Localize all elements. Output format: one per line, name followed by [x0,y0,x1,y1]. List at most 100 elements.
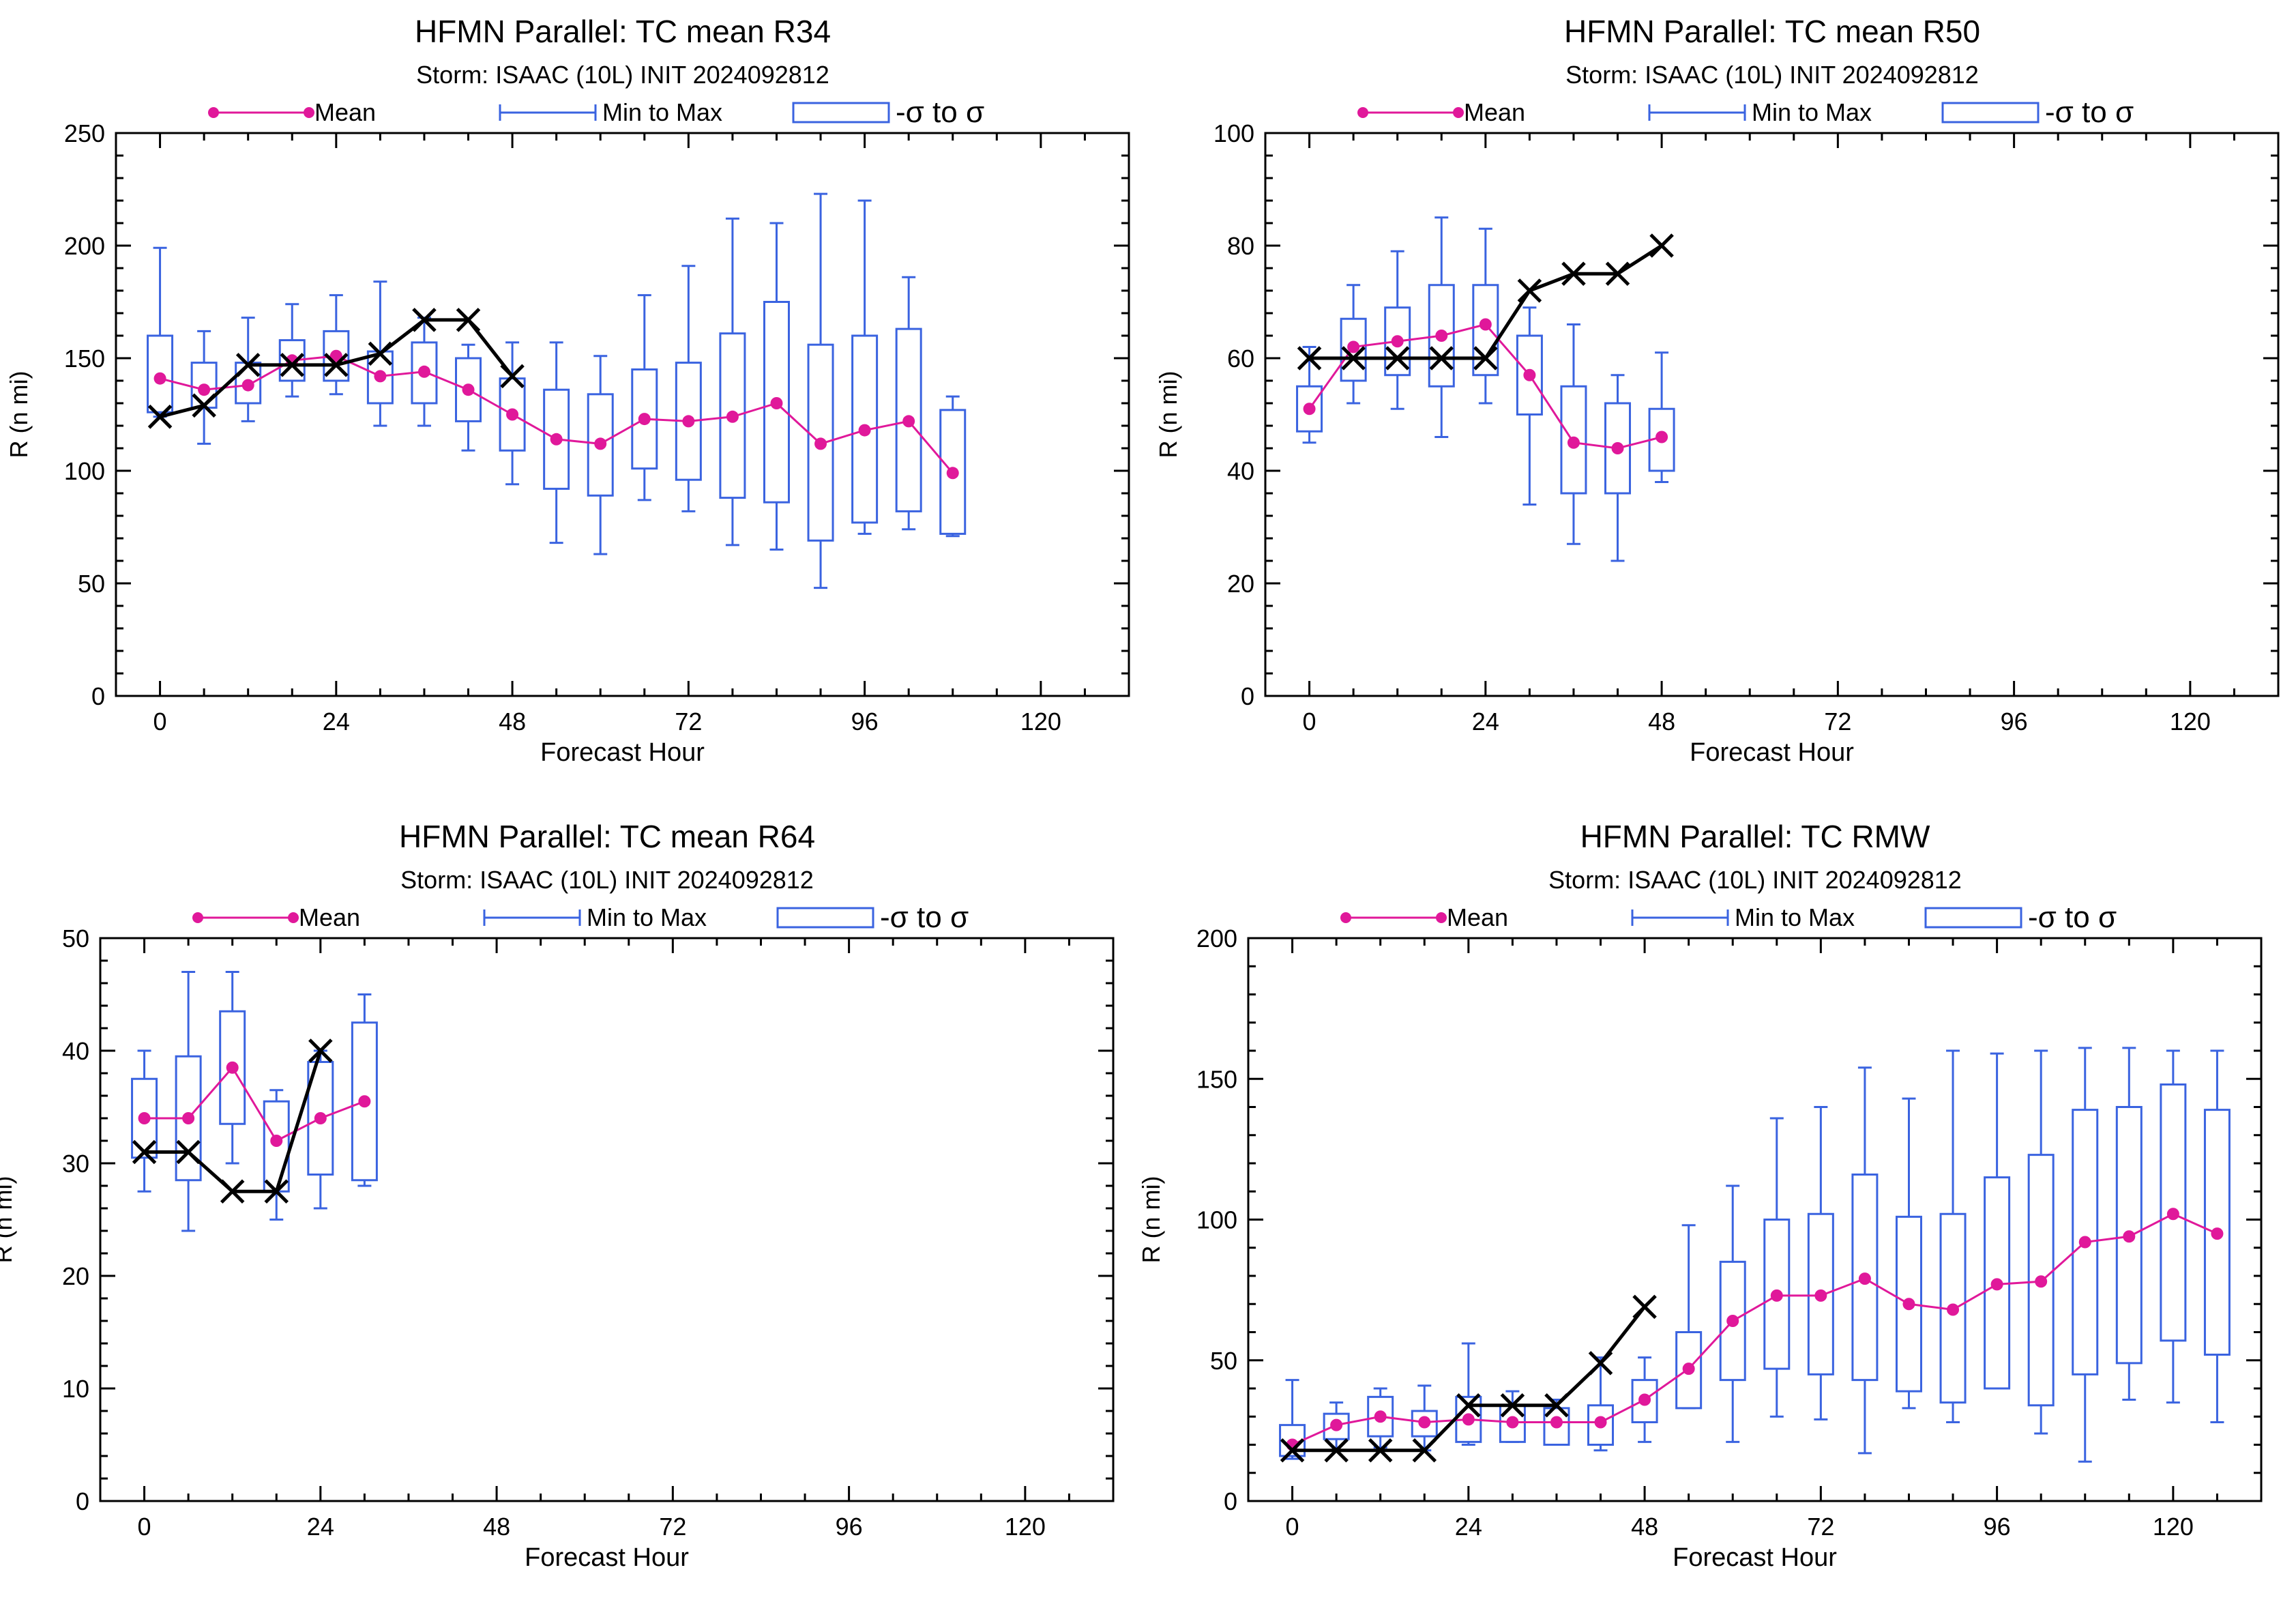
mean-point-f0 [153,372,166,385]
y-axis-label: R (n mi) [5,371,33,458]
y-tick-label: 20 [62,1262,89,1290]
x-axis-label: Forecast Hour [540,738,705,767]
mean-point-f24 [1462,1413,1475,1426]
box-f96 [1984,1052,2011,1390]
y-axis-label: R (n mi) [1137,1176,1165,1264]
x-tick-label: 0 [1286,1513,1299,1541]
box-f120 [2160,1049,2187,1404]
observed-marker-f6 [176,1139,201,1165]
y-tick-label: 0 [76,1487,89,1515]
mean-point-f108 [2078,1236,2091,1249]
legend-range-label: Min to Max [1735,903,1855,931]
observed-marker-f0-stroke-b [1297,346,1322,370]
observed-marker-f30 [1517,278,1542,303]
mean-point-f72 [682,415,695,428]
plot-frame [115,132,1130,697]
panel-rmw: HFMN Parallel: TC RMW Storm: ISAAC (10L) … [1137,819,2263,1572]
mean-point-f36 [1550,1416,1563,1429]
x-tick-label: 72 [1824,708,1851,736]
x-tick-label: 24 [1455,1513,1482,1541]
mean-point-f114 [2123,1230,2136,1243]
mean-point-f6 [1347,340,1360,353]
observed-marker-f36 [1544,1393,1569,1418]
mean-point-f0 [1303,403,1316,416]
x-tick-label: 96 [2001,708,2028,736]
observed-marker-f24-stroke-b [1473,346,1498,370]
observed-marker-f30 [368,341,393,366]
mean-point-f42 [462,383,475,396]
observed-marker-f0 [1297,346,1322,370]
x-tick-label: 0 [138,1513,151,1541]
observed-marker-f18 [264,1179,289,1204]
y-tick-label: 20 [1227,570,1254,598]
observed-marker-f0-stroke-b [132,1139,157,1165]
panel-r50: HFMN Parallel: TC mean R50 Storm: ISAAC (… [1154,14,2280,767]
x-tick-label: 48 [499,708,526,736]
observed-marker-f12-stroke-b [235,353,261,377]
mean-point-f24 [1479,318,1492,331]
legend-range-label: Min to Max [587,903,707,931]
observed-marker-f18 [1412,1438,1437,1463]
observed-marker-f36 [412,308,437,332]
x-tick-label: 0 [153,708,167,736]
observed-marker-f48-stroke-b [1649,233,1674,258]
legend-sigma-box [1941,102,2040,123]
box-f24 [1472,227,1499,405]
observed-marker-f18-stroke-b [1412,1438,1437,1463]
observed-marker-f48-stroke-b [500,364,525,389]
legend-sigma-box [792,102,890,123]
y-tick-label: 100 [64,457,105,485]
observed-marker-f42 [456,308,481,332]
y-tick-label: 100 [1196,1206,1237,1234]
mean-point-f36 [1567,436,1580,449]
box-f0 [1296,346,1323,444]
mean-point-f24 [314,1112,327,1124]
mean-point-f30 [374,370,387,383]
mean-point-f48 [1638,1393,1651,1406]
mean-point-f42 [1611,442,1624,454]
mean-point-f78 [1858,1272,1871,1285]
mean-point-f90 [1947,1303,1960,1316]
observed-marker-f30 [1500,1393,1525,1418]
legend: Mean Min to Max -σ to σ [1357,96,2134,129]
observed-marker-f12 [1368,1438,1393,1463]
x-tick-label: 24 [1472,708,1499,736]
sigma-box [455,357,482,422]
chart-title: HFMN Parallel: TC mean R50 [1564,14,1980,49]
box-f90 [1939,1049,1967,1423]
mean-point-f6 [182,1112,195,1124]
y-tick-label: 0 [1224,1487,1237,1515]
mean-point-f48 [1655,431,1668,443]
chart-subtitle: Storm: ISAAC (10L) INIT 2024092812 [416,61,829,89]
legend-sigma-label: -σ to σ [2028,901,2117,934]
observed-marker-f12-stroke-b [1385,346,1410,370]
observed-marker-f12-stroke-b [220,1179,245,1204]
mean-point-f48 [506,408,519,421]
legend-mean-marker-right [1453,107,1464,118]
legend-sigma-box [776,907,874,929]
observed-marker-f36-stroke-b [1561,261,1586,287]
y-tick-label: 50 [78,570,105,598]
observed-marker-f48 [1649,233,1674,258]
chart-subtitle: Storm: ISAAC (10L) INIT 2024092812 [1565,61,1979,89]
legend-mean-marker-right [288,912,299,923]
legend-sigma-label: -σ to σ [896,96,984,129]
mean-point-f30 [358,1095,371,1108]
observed-marker-f24-stroke-b [308,1038,333,1063]
legend: Mean Min to Max -σ to σ [192,901,969,934]
y-tick-label: 0 [91,682,105,710]
observed-marker-f24-stroke-b [324,353,349,377]
chart-subtitle: Storm: ISAAC (10L) INIT 2024092812 [400,866,814,894]
legend-mean-marker-left [192,912,203,923]
observed-marker-f18-stroke-b [264,1179,289,1204]
box-f114 [2115,1047,2143,1401]
observed-marker-f6-stroke-b [1341,346,1366,370]
observed-marker-f24-stroke-b [1456,1393,1481,1418]
mean-point-f60 [594,437,607,450]
x-tick-label: 0 [1303,708,1316,736]
box-f90 [807,192,834,589]
box-f60 [587,355,614,555]
observed-marker-f42-stroke-b [1605,261,1630,287]
mean-point-f102 [2035,1275,2048,1288]
mean-point-f78 [726,410,739,423]
